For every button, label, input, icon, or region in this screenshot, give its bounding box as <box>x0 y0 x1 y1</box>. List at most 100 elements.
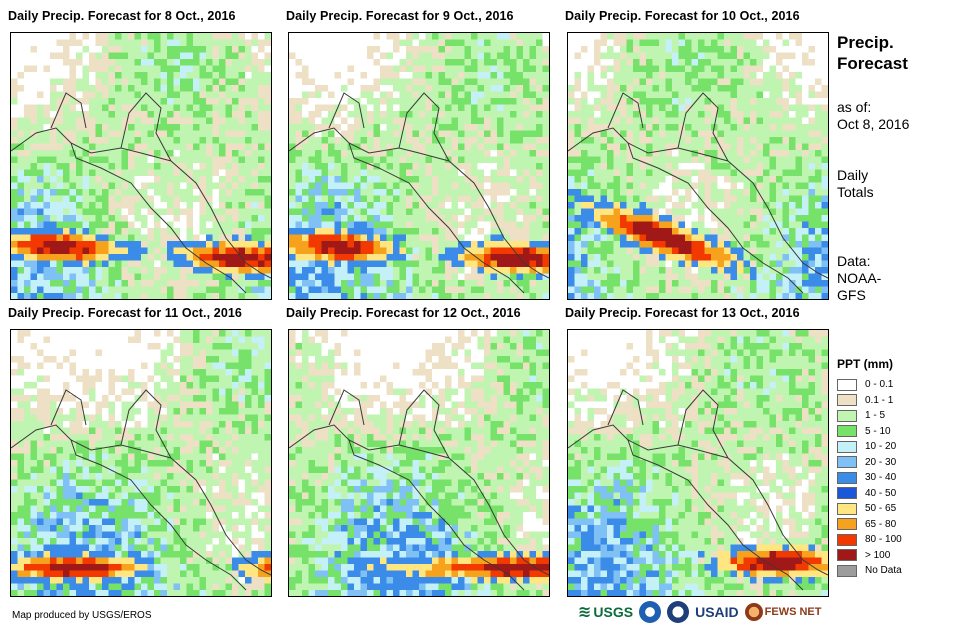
precip-cell <box>245 215 252 222</box>
precip-cell <box>698 59 705 66</box>
precip-cell <box>225 247 233 255</box>
precip-cell <box>600 247 608 255</box>
precip-cell <box>141 111 148 118</box>
precip-cell <box>173 286 181 294</box>
precip-cell <box>37 150 44 157</box>
precip-cell <box>600 72 608 79</box>
precip-cell <box>776 65 783 73</box>
precip-cell <box>308 124 316 131</box>
precip-cell <box>43 98 51 105</box>
precip-cell <box>30 228 38 235</box>
precip-cell <box>672 85 679 92</box>
precip-cell <box>620 260 627 268</box>
precip-cell <box>160 234 168 242</box>
precip-cell <box>102 98 109 105</box>
precip-cell <box>167 267 174 274</box>
precip-cell <box>95 39 103 47</box>
precip-cell <box>128 52 135 60</box>
precip-cell <box>412 137 420 144</box>
precip-cell <box>115 91 122 99</box>
precip-cell <box>308 202 316 209</box>
precip-cell <box>82 117 90 125</box>
precip-cell <box>789 130 796 138</box>
precip-cell <box>581 169 588 177</box>
precip-cell <box>245 59 252 66</box>
precip-cell <box>795 124 803 131</box>
precip-cell <box>620 215 627 222</box>
precip-cell <box>685 221 692 229</box>
precip-cell <box>264 98 271 105</box>
precip-cell <box>639 150 647 157</box>
precip-cell <box>308 33 316 40</box>
precip-cell <box>367 169 374 177</box>
precip-cell <box>516 52 524 60</box>
precip-cell <box>219 273 226 281</box>
precip-cell <box>17 241 25 248</box>
precip-cell <box>180 150 187 157</box>
precip-cell <box>808 104 816 112</box>
precip-cell <box>95 150 103 157</box>
precip-cell <box>711 195 718 203</box>
precip-cell <box>360 260 368 268</box>
precip-cell <box>43 336 51 344</box>
precip-cell <box>458 195 465 203</box>
precip-cell <box>380 130 387 138</box>
precip-cell <box>167 273 174 281</box>
precip-cell <box>341 260 348 268</box>
precip-cell <box>639 228 647 235</box>
precip-cell <box>347 260 355 268</box>
precip-cell <box>458 137 465 144</box>
precip-cell <box>587 208 595 216</box>
precip-cell <box>458 85 465 92</box>
precip-cell <box>56 117 64 125</box>
precip-cell <box>432 163 439 170</box>
precip-cell <box>432 78 439 86</box>
precip-cell <box>497 293 504 299</box>
precip-cell <box>510 98 517 105</box>
precip-cell <box>399 228 407 235</box>
precip-cell <box>497 169 504 177</box>
precip-cell <box>50 59 57 66</box>
precip-cell <box>160 78 168 86</box>
precip-cell <box>193 280 200 287</box>
precip-cell <box>484 234 491 242</box>
precip-cell <box>128 234 135 242</box>
precip-cell <box>154 267 161 274</box>
precip-cell <box>490 124 498 131</box>
precip-cell <box>199 163 207 170</box>
precip-cell <box>490 117 498 125</box>
precip-cell <box>743 52 751 60</box>
precip-cell <box>510 78 517 86</box>
precip-cell <box>295 280 303 287</box>
precip-cell <box>141 228 148 235</box>
precip-cell <box>568 46 575 53</box>
precip-cell <box>458 46 465 53</box>
precip-cell <box>89 336 96 344</box>
precip-cell <box>147 330 155 337</box>
precip-cell <box>238 156 246 164</box>
precip-cell <box>289 130 296 138</box>
precip-cell <box>354 195 361 203</box>
precip-cell <box>471 176 478 183</box>
precip-cell <box>750 228 757 235</box>
precip-cell <box>600 104 608 112</box>
precip-cell <box>581 286 588 294</box>
precip-cell <box>43 260 51 268</box>
precip-cell <box>665 46 673 53</box>
precip-cell <box>730 98 738 105</box>
precip-cell <box>219 156 226 164</box>
precip-cell <box>594 260 601 268</box>
precip-cell <box>399 195 407 203</box>
precip-cell <box>659 150 666 157</box>
precip-cell <box>737 228 744 235</box>
precip-cell <box>497 130 504 138</box>
precip-cell <box>490 228 498 235</box>
precip-cell <box>115 293 122 299</box>
precip-cell <box>141 273 148 281</box>
precip-cell <box>289 163 296 170</box>
precip-cell <box>373 65 381 73</box>
precip-cell <box>245 124 252 131</box>
precip-cell <box>802 293 809 299</box>
precip-cell <box>69 330 77 337</box>
precip-cell <box>56 195 64 203</box>
